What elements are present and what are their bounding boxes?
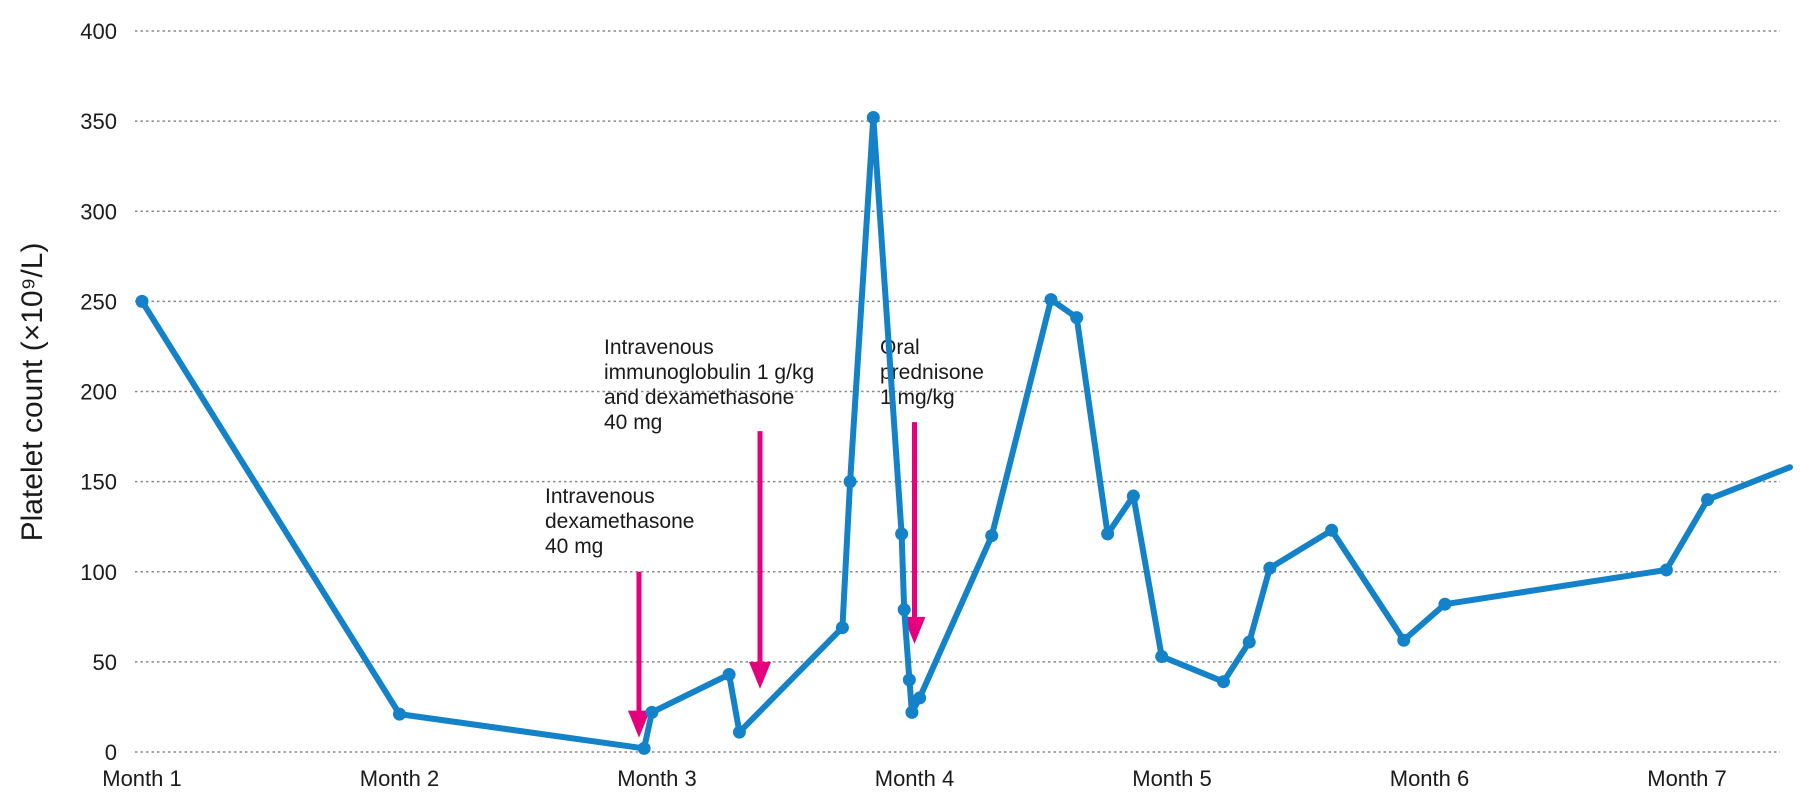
y-axis-label: Platelet count (×10⁹/L) xyxy=(16,243,49,542)
y-tick-label: 200 xyxy=(80,380,117,405)
data-point xyxy=(1397,633,1411,647)
data-point xyxy=(1263,561,1277,575)
data-point xyxy=(393,707,406,721)
data-point xyxy=(835,621,849,635)
data-point xyxy=(1155,649,1169,663)
data-point xyxy=(1044,293,1058,307)
annotation-text-line: and dexamethasone xyxy=(604,386,794,409)
x-tick-label: Month 5 xyxy=(1132,766,1212,791)
data-point xyxy=(913,691,927,705)
data-point xyxy=(985,529,999,543)
data-point xyxy=(1217,675,1230,689)
data-point xyxy=(645,705,659,719)
data-point xyxy=(1242,635,1256,649)
x-tick-label: Month 7 xyxy=(1647,766,1727,791)
platelet-series xyxy=(135,111,1793,755)
data-point xyxy=(732,725,746,739)
x-tick-label: Month 4 xyxy=(875,766,955,791)
annotation-text-line: immunoglobulin 1 g/kg xyxy=(604,361,814,384)
data-point xyxy=(637,741,651,755)
data-point xyxy=(866,111,880,125)
x-tick-label: Month 2 xyxy=(360,766,440,791)
x-tick-label: Month 1 xyxy=(102,766,182,791)
data-point xyxy=(1438,597,1452,611)
annotation-text-line: 40 mg xyxy=(604,411,662,434)
data-point xyxy=(1101,527,1115,541)
series-line xyxy=(139,114,1793,752)
y-tick-label: 100 xyxy=(80,560,117,585)
y-tick-label: 250 xyxy=(80,289,117,314)
data-point xyxy=(897,603,911,617)
data-point xyxy=(1701,493,1715,507)
annotation-arrow-head xyxy=(749,661,771,689)
data-point xyxy=(843,475,857,489)
data-point xyxy=(902,673,916,687)
y-tick-label: 0 xyxy=(105,740,117,765)
x-axis-ticks: Month 1 Month 2 Month 3 Month 4 Month 5 Month… xyxy=(102,766,1727,791)
data-point xyxy=(135,294,149,308)
y-tick-label: 400 xyxy=(80,19,117,44)
annotation-text-line: Intravenous xyxy=(545,485,655,508)
annotation-text-line: Intravenous xyxy=(604,336,714,359)
y-tick-label: 300 xyxy=(80,199,117,224)
annotation-text-line: 1 mg/kg xyxy=(880,386,955,409)
annotation-arrow-head xyxy=(903,616,926,644)
y-tick-label: 350 xyxy=(80,109,117,134)
data-point xyxy=(1659,563,1673,577)
x-tick-label: Month 3 xyxy=(617,766,697,791)
data-point xyxy=(895,527,909,541)
y-tick-label: 50 xyxy=(93,650,117,675)
y-axis-ticks: 0 50 100 150 200 250 300 350 400 xyxy=(80,19,117,765)
annotation-text-line: prednisone xyxy=(880,361,984,384)
data-point xyxy=(722,667,736,681)
y-tick-label: 150 xyxy=(80,470,117,495)
grid-lines xyxy=(135,30,1780,753)
data-point xyxy=(1126,489,1140,503)
annotation-text-line: dexamethasone xyxy=(545,510,694,533)
annotation-text-line: 40 mg xyxy=(545,535,603,558)
annotation-arrow-head xyxy=(627,710,650,738)
data-point xyxy=(905,705,919,719)
x-tick-label: Month 6 xyxy=(1390,766,1470,791)
data-point xyxy=(1325,523,1339,537)
data-point xyxy=(1070,311,1084,325)
